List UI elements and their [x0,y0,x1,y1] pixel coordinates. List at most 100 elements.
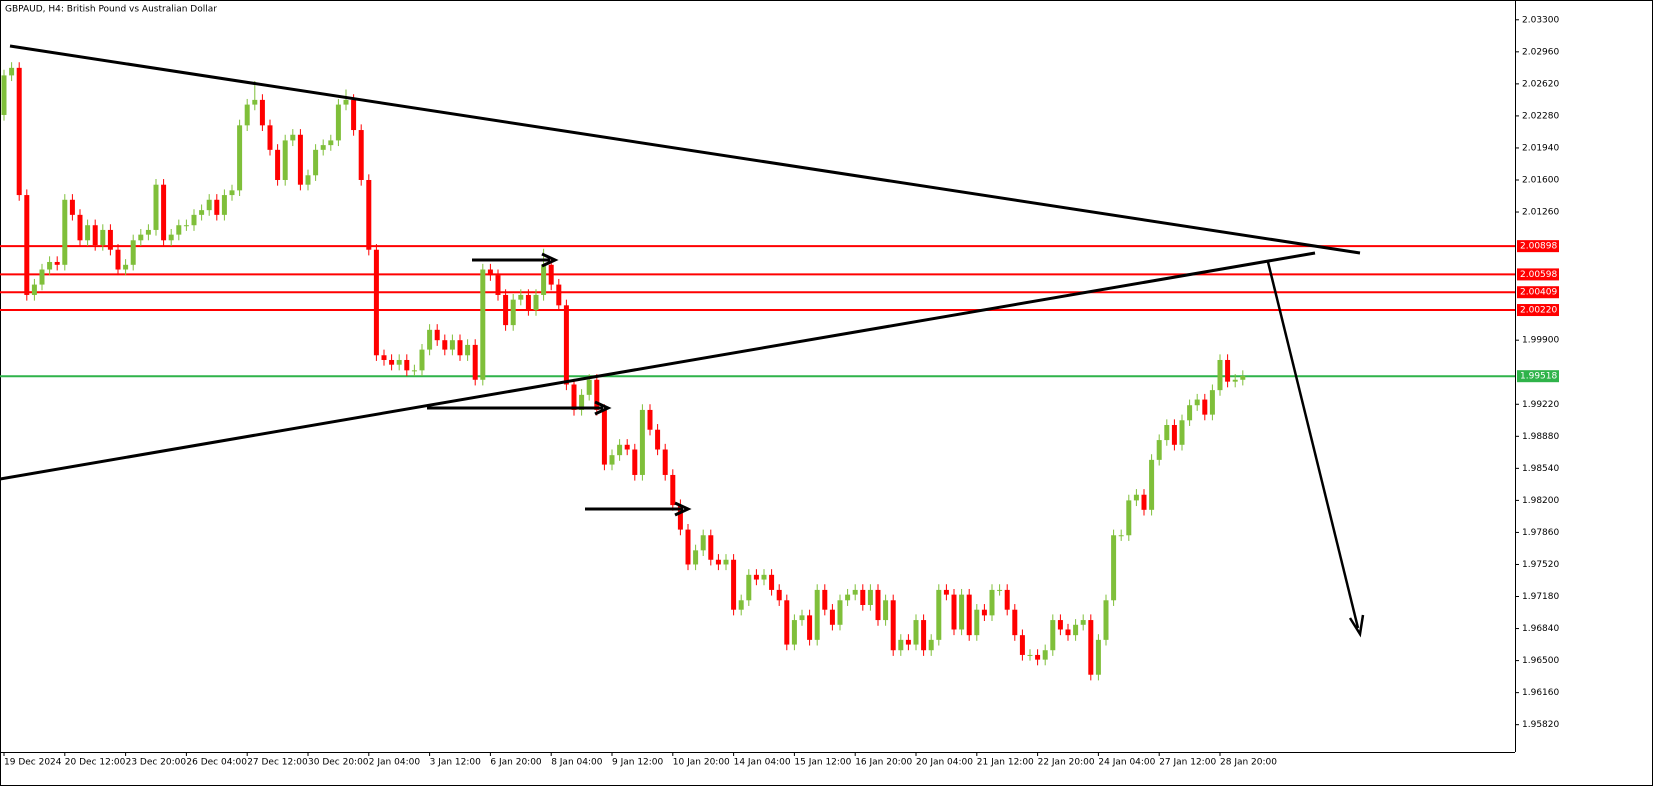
candle-body [1118,535,1124,537]
candle-body [1065,629,1071,636]
candle-body [305,175,311,185]
candle-body [449,340,455,350]
x-tick-label: 30 Dec 20:00 [308,758,369,768]
candle-body [670,474,676,506]
candle-body [183,225,189,227]
candle-body [244,104,250,126]
candle-body [92,225,98,246]
level-label: 2.00898 [1520,242,1557,252]
candle-body [936,589,942,640]
candle-body [761,574,767,580]
candle-body [1209,390,1215,415]
candle-body [1232,379,1238,382]
x-tick-label: 10 Jan 20:00 [673,758,730,768]
candle-body [943,589,949,595]
candle-body [434,329,440,341]
candle-body [85,225,91,241]
candle-body [548,264,554,285]
y-tick-label: 1.97180 [1522,592,1559,602]
candle-body [533,294,539,311]
candle-body [556,284,562,306]
candle-body [708,535,714,560]
candle-body [1012,609,1018,636]
candle-body [746,574,752,601]
y-tick-label: 1.96500 [1522,656,1559,666]
candle-body [320,145,326,150]
candle-body [753,574,759,580]
x-tick-label: 16 Jan 20:00 [855,758,912,768]
candle-body [107,229,113,250]
candle-body [206,199,212,211]
candle-body [237,125,243,191]
level-label-box [1517,286,1559,299]
candle-body [845,594,851,601]
drawings [0,44,1365,638]
candle-body [579,394,585,410]
candle-body [525,294,531,311]
candle-body [966,594,972,636]
candle-body [677,505,683,530]
candle-body [1202,399,1208,415]
level-label: 2.00220 [1520,306,1557,316]
y-tick-label: 1.99900 [1522,336,1559,346]
candle-body [829,609,835,625]
candle-body [427,329,433,350]
candle-body [700,535,706,551]
candle-body [328,140,334,146]
level-label: 2.00598 [1520,270,1557,280]
arrow-head [674,501,692,517]
candle-body [571,384,577,410]
candle-body [145,229,151,235]
candle-body [1019,635,1025,655]
arrow-line [1266,261,1360,629]
x-tick-label: 20 Dec 12:00 [65,758,126,768]
candle-body [47,261,53,270]
candle-body [1057,620,1063,630]
level-label: 2.00409 [1520,288,1557,298]
candle-body [776,589,782,601]
candle-body [617,444,623,456]
candle-body [981,609,987,616]
candle-body [1095,639,1101,675]
y-tick-label: 1.96160 [1522,688,1559,698]
candle-body [472,344,478,380]
x-tick-label: 2 Jan 04:00 [369,758,421,768]
candle-body [457,340,463,356]
y-tick-label: 2.01600 [1522,175,1559,185]
candle-body [807,615,813,640]
candle-body [404,359,410,371]
candle-body [639,409,645,475]
candle-body [1156,440,1162,460]
candle-body [153,184,159,230]
candle-body [928,639,934,651]
candle-body [9,67,15,76]
candle-body [1141,494,1147,510]
candle-body [860,589,866,605]
arrow-head [1348,614,1365,638]
level-label-box [1517,240,1559,253]
y-tick-label: 2.02960 [1522,47,1559,57]
y-tick-label: 2.02620 [1522,79,1559,89]
candle-body [799,615,805,621]
candle-body [867,589,873,605]
candle-body [411,370,417,372]
candle-body [487,269,493,276]
candle-body [313,149,319,176]
candle-body [655,429,661,450]
y-tick-label: 2.01260 [1522,208,1559,218]
candle-body [518,294,524,300]
candle-body [168,234,174,241]
y-tick-label: 1.97860 [1522,528,1559,538]
candle-body [791,620,797,645]
x-tick-label: 24 Jan 04:00 [1098,758,1155,768]
candle-body [419,349,425,371]
y-tick-label: 1.99220 [1522,400,1559,410]
candle-body [769,574,775,590]
level-label-box [1517,370,1559,383]
x-tick-label: 27 Jan 12:00 [1159,758,1216,768]
candle-body [822,589,828,610]
x-tick-label: 8 Jan 04:00 [551,758,603,768]
candle-body [510,299,516,326]
candle-body [921,620,927,651]
